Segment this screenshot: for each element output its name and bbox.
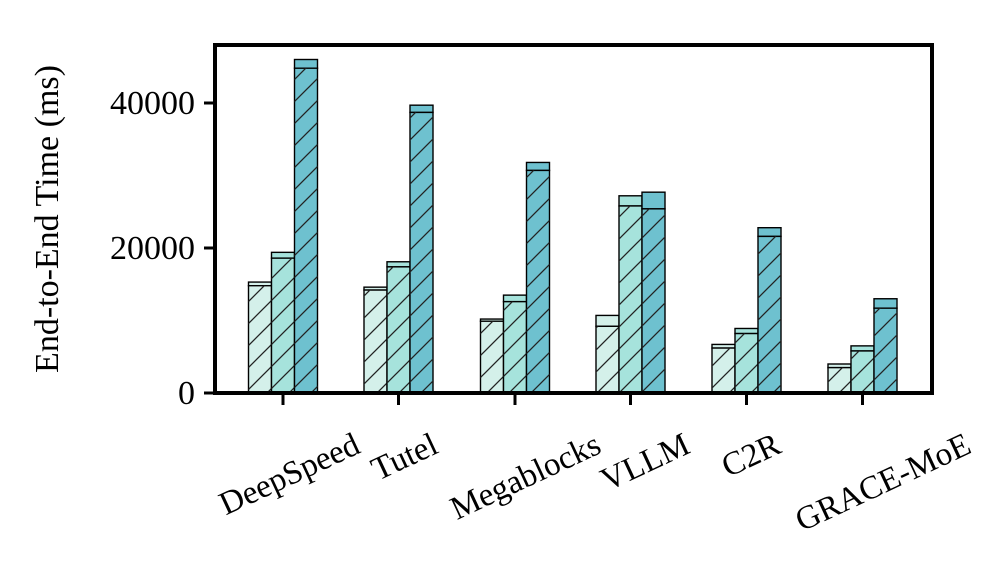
- x-category-label: VLLM: [595, 427, 695, 499]
- bar-top-segment: [757, 226, 782, 238]
- bar-top-segment: [386, 261, 411, 268]
- bar-top-segment: [409, 104, 434, 114]
- bar-top-segment: [850, 345, 875, 352]
- bar-lower-hatch: [271, 258, 295, 393]
- bar-lower-hatch: [874, 308, 897, 393]
- bar-top-segment: [270, 251, 296, 259]
- bar-lower-hatch: [735, 333, 758, 393]
- bar-lower-hatch: [248, 285, 272, 393]
- bar-lower-hatch: [387, 266, 410, 393]
- bar-lower-hatch: [596, 326, 619, 393]
- x-category-label: Tutel: [366, 427, 443, 489]
- bar-lower-hatch: [526, 170, 550, 393]
- x-category-label: C2R: [716, 427, 786, 485]
- bar-lower-hatch: [619, 205, 642, 393]
- bar-lower-hatch: [480, 321, 504, 393]
- y-axis-label: End-to-End Time (ms): [29, 65, 66, 373]
- y-axis-ticks: 0 20000 40000: [110, 85, 215, 412]
- y-tick-label: 20000: [110, 230, 195, 267]
- bar-top-segment: [525, 161, 551, 172]
- bar-lower-hatch: [758, 236, 781, 393]
- x-category-label: Megablocks: [445, 427, 606, 528]
- bar-lower-hatch: [642, 208, 665, 393]
- bar-lower-hatch: [503, 301, 527, 393]
- bar-lower-hatch: [851, 350, 874, 393]
- bar-top-segment: [293, 58, 319, 69]
- bars-layer: [247, 58, 898, 394]
- bar-lower-hatch: [828, 367, 851, 393]
- bar-top-segment: [641, 191, 666, 210]
- x-category-label: DeepSpeed: [214, 426, 366, 522]
- bar-top-segment: [502, 294, 528, 303]
- y-tick-label: 40000: [110, 85, 195, 122]
- y-tick-label: 0: [178, 375, 195, 412]
- x-category-label: GRACE-MoE: [790, 427, 976, 539]
- bar-lower-hatch: [294, 68, 318, 393]
- bar-lower-hatch: [712, 348, 735, 393]
- bar-top-segment: [595, 314, 620, 327]
- bar-top-segment: [618, 195, 643, 207]
- bar-top-segment: [873, 298, 898, 309]
- bar-top-segment: [734, 327, 759, 335]
- bar-lower-hatch: [364, 290, 387, 393]
- plot-frame: [213, 43, 934, 395]
- bar-lower-hatch: [410, 112, 433, 394]
